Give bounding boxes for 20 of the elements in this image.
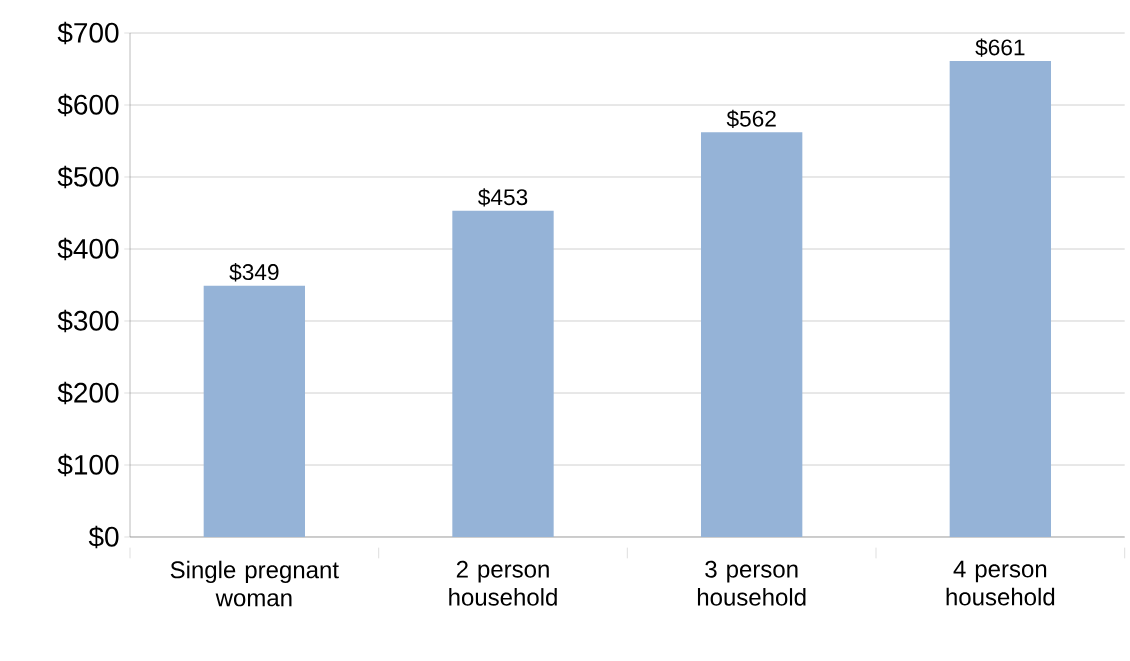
x-tick-label: Single pregnant woman bbox=[170, 560, 339, 607]
x-tick-label: 4 person household bbox=[946, 560, 1055, 606]
y-tick-label: $0 bbox=[88, 525, 119, 549]
bar bbox=[949, 61, 1052, 537]
x-tick-label: 3 person household bbox=[697, 560, 806, 606]
bar bbox=[452, 210, 554, 537]
y-tick-label: $300 bbox=[57, 309, 119, 333]
data-label: $453 bbox=[478, 188, 528, 207]
bar bbox=[701, 132, 803, 537]
data-label: $562 bbox=[726, 109, 776, 129]
data-label: $349 bbox=[229, 263, 279, 282]
x-tick-label: 2 person household bbox=[449, 560, 557, 606]
y-tick-label: $500 bbox=[57, 165, 119, 189]
y-tick-label: $700 bbox=[57, 21, 119, 45]
bar bbox=[203, 285, 306, 537]
y-tick-label: $200 bbox=[57, 381, 119, 405]
y-tick-label: $600 bbox=[57, 93, 119, 117]
data-label: $661 bbox=[975, 38, 1025, 57]
y-tick-label: $100 bbox=[57, 453, 119, 477]
y-tick-label: $400 bbox=[57, 237, 119, 261]
